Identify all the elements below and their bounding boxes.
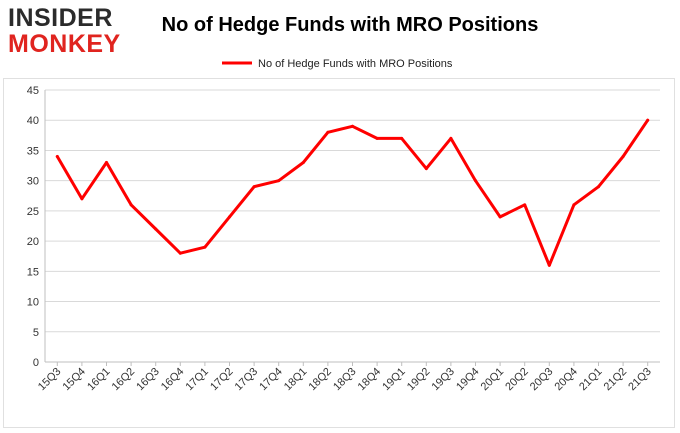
grid-lines xyxy=(45,89,660,363)
data-point xyxy=(203,245,207,249)
y-tick-label: 25 xyxy=(27,206,39,218)
x-tick-label: 17Q3 xyxy=(233,366,261,394)
y-tick-label: 35 xyxy=(27,145,39,157)
x-tick-label: 18Q2 xyxy=(306,366,334,394)
data-point xyxy=(178,251,182,255)
y-tick-label: 15 xyxy=(27,266,39,278)
x-tick-label: 20Q2 xyxy=(503,366,531,394)
x-tick-label: 17Q4 xyxy=(257,366,285,394)
data-point xyxy=(301,161,305,165)
y-tick-label: 20 xyxy=(27,236,39,248)
y-tick-label: 10 xyxy=(27,297,39,309)
data-point xyxy=(80,197,84,201)
x-tick-label: 15Q4 xyxy=(60,366,88,394)
y-tick-label: 45 xyxy=(27,85,39,97)
x-tick-label: 21Q1 xyxy=(577,366,605,394)
x-tick-label: 16Q2 xyxy=(110,366,138,394)
data-point xyxy=(55,154,59,158)
data-point xyxy=(498,215,502,219)
logo-line-2: MONKEY xyxy=(8,30,121,58)
data-point xyxy=(400,136,404,140)
series-lines xyxy=(55,118,650,267)
legend-label: No of Hedge Funds with MRO Positions xyxy=(258,58,453,70)
data-point xyxy=(105,161,108,165)
data-point xyxy=(547,263,551,267)
chart-border xyxy=(3,78,675,428)
y-tick-label: 40 xyxy=(27,115,39,127)
data-point xyxy=(572,203,576,207)
data-point xyxy=(277,179,281,183)
data-point xyxy=(474,179,477,183)
data-point xyxy=(424,167,428,171)
y-tick-label: 0 xyxy=(33,357,39,369)
x-tick-label: 19Q3 xyxy=(429,366,457,394)
data-point xyxy=(252,185,256,189)
x-tick-label: 20Q3 xyxy=(528,366,556,394)
chart-title: No of Hedge Funds with MRO Positions xyxy=(161,14,539,36)
x-tick-label: 15Q3 xyxy=(36,366,64,394)
data-point xyxy=(646,118,650,122)
logo-line-1: INSIDER xyxy=(8,4,113,32)
x-tick-label: 21Q3 xyxy=(626,366,654,394)
x-tick-label: 18Q1 xyxy=(282,366,310,394)
data-point xyxy=(154,227,158,231)
x-tick-label: 20Q1 xyxy=(479,366,507,394)
data-point xyxy=(375,136,379,140)
x-tick-label: 16Q1 xyxy=(85,366,113,394)
x-tick-label: 17Q2 xyxy=(208,366,236,394)
x-tick-label: 19Q2 xyxy=(405,366,433,394)
insider-monkey-logo: INSIDER MONKEY xyxy=(8,6,130,57)
y-tick-label: 30 xyxy=(27,176,39,188)
legend: No of Hedge Funds with MRO Positions xyxy=(222,58,453,70)
y-tick-label: 5 xyxy=(33,327,39,339)
x-tick-label: 21Q2 xyxy=(602,366,630,394)
data-point xyxy=(351,124,354,128)
x-tick-label: 19Q4 xyxy=(454,366,482,394)
data-point xyxy=(523,203,527,207)
x-tick-label: 16Q3 xyxy=(134,366,162,394)
x-tick-label: 18Q4 xyxy=(356,366,384,394)
y-axis: 0 5 10 15 20 25 30 35 40 45 xyxy=(27,85,46,369)
data-point xyxy=(326,130,330,134)
x-tick-label: 16Q4 xyxy=(159,366,187,394)
data-point xyxy=(129,203,133,207)
x-tick-label: 20Q4 xyxy=(552,366,580,394)
series-line xyxy=(55,118,650,267)
x-tick-label: 17Q1 xyxy=(183,366,211,394)
x-axis: 15Q315Q416Q116Q216Q316Q417Q117Q217Q317Q4… xyxy=(36,361,660,394)
data-point xyxy=(228,215,231,219)
x-tick-label: 18Q3 xyxy=(331,366,359,394)
x-tick-label: 19Q1 xyxy=(380,366,408,394)
data-point xyxy=(621,154,625,158)
data-point xyxy=(449,136,453,140)
data-point xyxy=(597,185,600,189)
